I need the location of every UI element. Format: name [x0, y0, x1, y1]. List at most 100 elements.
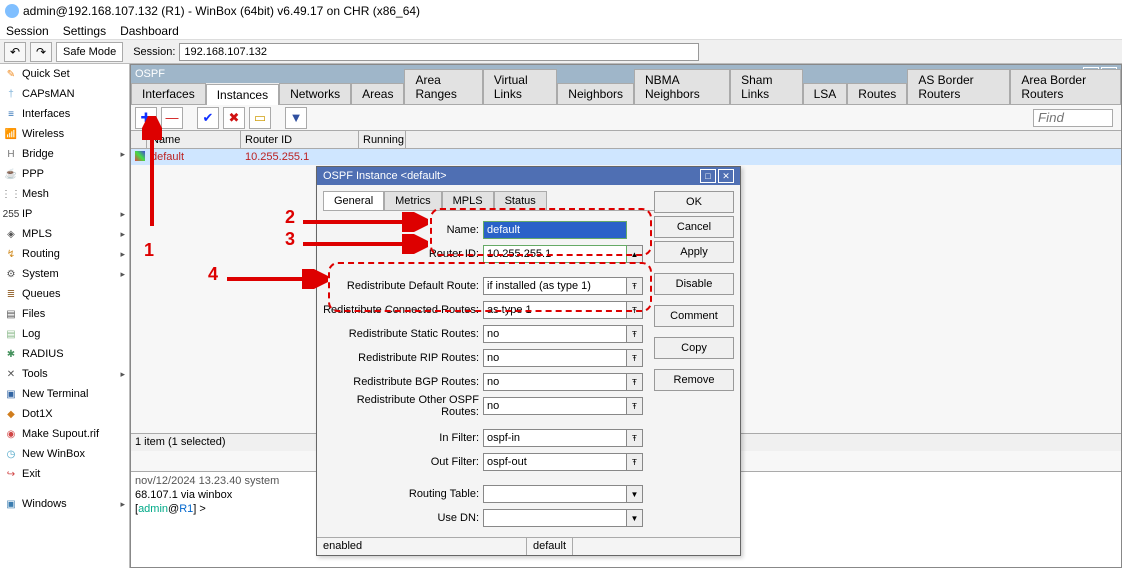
sidebar-item-log[interactable]: ▤Log [0, 324, 129, 344]
dlg-tab-mpls[interactable]: MPLS [442, 191, 494, 210]
routing-table-select[interactable] [483, 485, 627, 503]
table-row[interactable]: default 10.255.255.1 [131, 149, 1121, 165]
sidebar-item-ip[interactable]: 255IP▸ [0, 204, 129, 224]
sidebar-item-windows[interactable]: ▣Windows▸ [0, 494, 129, 514]
cancel-button[interactable]: Cancel [654, 216, 734, 238]
dropdown-icon[interactable]: Ŧ [627, 325, 643, 343]
name-input[interactable]: default [483, 221, 627, 239]
sidebar-item-ppp[interactable]: ☕PPP [0, 164, 129, 184]
sidebar-icon: ⚙ [4, 267, 18, 281]
redist-rip-select[interactable]: no [483, 349, 627, 367]
dlg-tab-metrics[interactable]: Metrics [384, 191, 441, 210]
sidebar-item-label: New WinBox [22, 448, 85, 460]
field-routing-table: Routing Table: ▼ [323, 483, 654, 505]
sidebar-item-quick-set[interactable]: ✎Quick Set [0, 64, 129, 84]
remove-button[interactable]: Remove [654, 369, 734, 391]
menu-settings[interactable]: Settings [63, 24, 106, 38]
col-running[interactable]: Running [359, 131, 406, 148]
comment-button[interactable]: Comment [654, 305, 734, 327]
out-filter-select[interactable]: ospf-out [483, 453, 627, 471]
router-id-input[interactable]: 10.255.255.1 [483, 245, 627, 263]
dropdown-icon[interactable]: ▼ [627, 509, 643, 527]
routing-table-label: Routing Table: [323, 488, 483, 500]
col-flag[interactable] [131, 131, 147, 148]
sidebar-item-system[interactable]: ⚙System▸ [0, 264, 129, 284]
sidebar-item-tools[interactable]: ✕Tools▸ [0, 364, 129, 384]
sidebar-item-new-terminal[interactable]: ▣New Terminal [0, 384, 129, 404]
dropdown-icon[interactable]: Ŧ [627, 453, 643, 471]
sidebar-item-dot1x[interactable]: ◆Dot1X [0, 404, 129, 424]
sidebar-item-queues[interactable]: ≣Queues [0, 284, 129, 304]
dialog-min-icon[interactable]: □ [700, 169, 716, 183]
safe-mode-button[interactable]: Safe Mode [56, 42, 123, 62]
dropdown-icon[interactable]: ▼ [627, 485, 643, 503]
dialog-close-icon[interactable]: ✕ [718, 169, 734, 183]
redist-static-select[interactable]: no [483, 325, 627, 343]
redo-button[interactable]: ↷ [30, 42, 52, 62]
dropdown-icon[interactable]: Ŧ [627, 277, 643, 295]
dropdown-icon[interactable]: Ŧ [627, 429, 643, 447]
col-name[interactable]: Name [147, 131, 241, 148]
sidebar-item-interfaces[interactable]: ≡Interfaces [0, 104, 129, 124]
menu-dashboard[interactable]: Dashboard [120, 24, 179, 38]
tab-area-ranges[interactable]: Area Ranges [404, 69, 482, 104]
dialog-titlebar[interactable]: OSPF Instance <default> □ ✕ [317, 167, 740, 185]
dlg-tab-status[interactable]: Status [494, 191, 547, 210]
toolbar-btn-0[interactable]: ✚ [135, 107, 157, 129]
tab-sham-links[interactable]: Sham Links [730, 69, 802, 104]
sidebar-item-make-supout.rif[interactable]: ◉Make Supout.rif [0, 424, 129, 444]
redist-bgp-select[interactable]: no [483, 373, 627, 391]
router-id-dd-icon[interactable]: ▲ [627, 245, 643, 263]
sidebar-item-label: Dot1X [22, 408, 53, 420]
disable-button[interactable]: Disable [654, 273, 734, 295]
redist-default-select[interactable]: if installed (as type 1) [483, 277, 627, 295]
tab-neighbors[interactable]: Neighbors [557, 83, 634, 104]
sidebar-item-mesh[interactable]: ⋮⋮Mesh [0, 184, 129, 204]
tab-instances[interactable]: Instances [206, 84, 279, 105]
tab-nbma-neighbors[interactable]: NBMA Neighbors [634, 69, 730, 104]
redist-static-label: Redistribute Static Routes: [323, 328, 483, 340]
menu-session[interactable]: Session [6, 24, 49, 38]
tab-virtual-links[interactable]: Virtual Links [483, 69, 557, 104]
session-input[interactable] [179, 43, 699, 61]
tab-networks[interactable]: Networks [279, 83, 351, 104]
toolbar-btn-5[interactable]: ▼ [285, 107, 307, 129]
sidebar-icon: ✎ [4, 67, 18, 81]
toolbar-btn-4[interactable]: ▭ [249, 107, 271, 129]
undo-button[interactable]: ↶ [4, 42, 26, 62]
dropdown-icon[interactable]: Ŧ [627, 301, 643, 319]
redist-other-select[interactable]: no [483, 397, 627, 415]
tab-lsa[interactable]: LSA [803, 83, 848, 104]
sidebar-item-radius[interactable]: ✱RADIUS [0, 344, 129, 364]
sidebar-item-routing[interactable]: ↯Routing▸ [0, 244, 129, 264]
col-router-id[interactable]: Router ID [241, 131, 359, 148]
sidebar-item-files[interactable]: ▤Files [0, 304, 129, 324]
copy-button[interactable]: Copy [654, 337, 734, 359]
sidebar-item-bridge[interactable]: HBridge▸ [0, 144, 129, 164]
toolbar-btn-1[interactable]: — [161, 107, 183, 129]
tab-areas[interactable]: Areas [351, 83, 404, 104]
dlg-tab-general[interactable]: General [323, 191, 384, 210]
redist-connected-select[interactable]: as type 1 [483, 301, 627, 319]
tab-as-border-routers[interactable]: AS Border Routers [907, 69, 1010, 104]
sidebar-item-capsman[interactable]: †CAPsMAN [0, 84, 129, 104]
tab-area-border-routers[interactable]: Area Border Routers [1010, 69, 1121, 104]
find-input[interactable] [1033, 109, 1113, 127]
dropdown-icon[interactable]: Ŧ [627, 373, 643, 391]
toolbar-btn-2[interactable]: ✔ [197, 107, 219, 129]
sidebar-item-wireless[interactable]: 📶Wireless [0, 124, 129, 144]
dropdown-icon[interactable]: Ŧ [627, 349, 643, 367]
ok-button[interactable]: OK [654, 191, 734, 213]
apply-button[interactable]: Apply [654, 241, 734, 263]
in-filter-select[interactable]: ospf-in [483, 429, 627, 447]
use-dn-select[interactable] [483, 509, 627, 527]
sidebar-item-new-winbox[interactable]: ◷New WinBox [0, 444, 129, 464]
sidebar-item-mpls[interactable]: ◈MPLS▸ [0, 224, 129, 244]
dropdown-icon[interactable]: Ŧ [627, 397, 643, 415]
toolbar-btn-3[interactable]: ✖ [223, 107, 245, 129]
chevron-right-icon: ▸ [120, 149, 125, 160]
tab-interfaces[interactable]: Interfaces [131, 83, 206, 104]
tab-routes[interactable]: Routes [847, 83, 907, 104]
redist-other-label: Redistribute Other OSPF Routes: [323, 394, 483, 418]
sidebar-item-exit[interactable]: ↪Exit [0, 464, 129, 484]
